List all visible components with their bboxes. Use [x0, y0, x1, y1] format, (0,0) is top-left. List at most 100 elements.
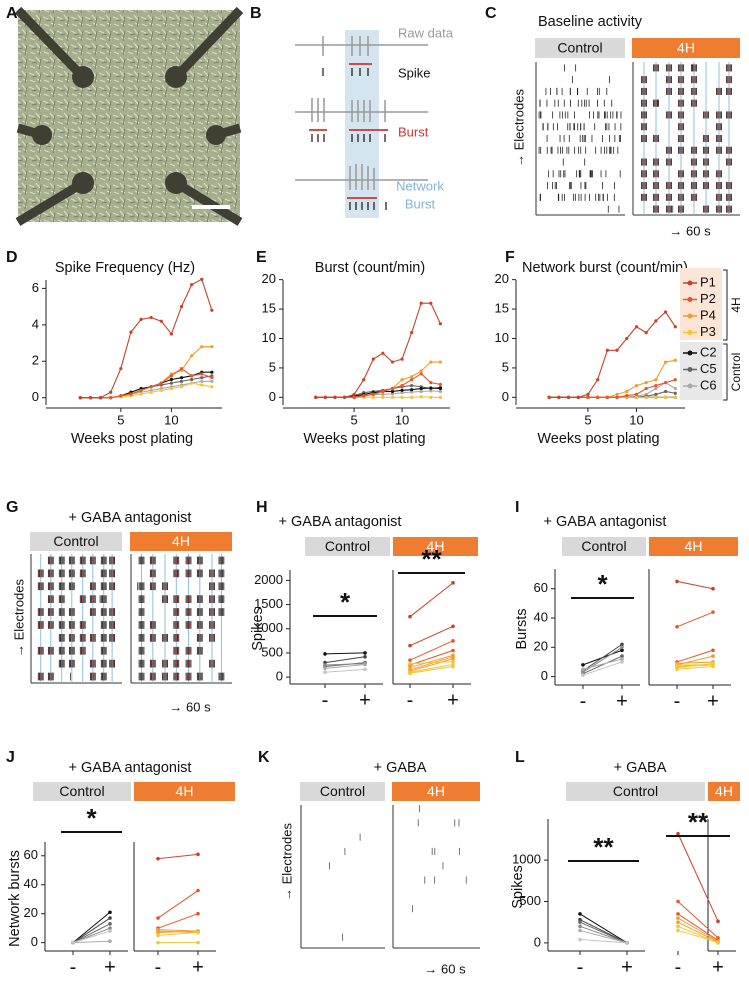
series-point [109, 396, 113, 400]
series-point [625, 389, 629, 394]
pair-line [677, 913, 719, 941]
micrograph [14, 6, 244, 226]
group-header-label: 4H [172, 533, 190, 549]
series-point [362, 393, 366, 398]
pair-line [157, 890, 199, 919]
group-header-label: Control [325, 538, 370, 554]
y-tick-label: 0 [276, 669, 283, 684]
series-point [673, 391, 677, 395]
pair-point [408, 661, 412, 666]
y-tick-label: 2000 [254, 572, 283, 587]
series-point [190, 354, 194, 358]
legend-swatch [687, 383, 693, 389]
y-tick-label: 20 [262, 271, 276, 286]
y-tick-label: 20 [534, 639, 548, 654]
pair-line [409, 665, 454, 674]
series-point [673, 358, 677, 362]
pair-point [716, 936, 720, 940]
series-point [429, 386, 433, 390]
pair-line [409, 582, 454, 618]
group-header [632, 38, 740, 58]
series-point [159, 381, 163, 385]
series-point [190, 381, 194, 385]
legend-group-label: 4H [729, 297, 743, 312]
series-point [576, 395, 580, 399]
y-tick-label: 0 [541, 668, 548, 683]
pair-line [409, 658, 454, 672]
legend-swatch [687, 330, 693, 335]
y-tick-label: 20 [495, 271, 509, 286]
pair-point [363, 651, 367, 655]
series-point [169, 377, 174, 382]
series-point [200, 345, 204, 349]
pair-line [72, 940, 111, 944]
y-tick-label: 20 [24, 905, 38, 920]
series-point [566, 395, 571, 399]
pair-line [676, 611, 714, 628]
panel-label: E [256, 249, 267, 266]
pair-point [581, 673, 585, 677]
series-point [371, 392, 375, 397]
series-point [179, 379, 184, 383]
legend-label: C5 [700, 361, 717, 376]
chart-title: + GABA antagonist [279, 514, 402, 530]
series-point [634, 392, 639, 397]
x-tick-label: + [447, 689, 459, 711]
pair-point [716, 919, 720, 924]
group-header [300, 782, 385, 801]
panel-title: + GABA [374, 760, 427, 776]
pair-point [451, 581, 455, 585]
time-label: → 60 s [669, 223, 711, 238]
series-point [139, 388, 143, 393]
pair-line [72, 911, 111, 944]
pair-point [620, 648, 624, 653]
series-point [149, 385, 153, 389]
pair-point [196, 911, 200, 916]
group-header-label: 4H [176, 783, 194, 799]
series-point [390, 395, 395, 399]
series-point [419, 369, 423, 373]
significance-label: ** [593, 832, 614, 862]
series-point [210, 385, 214, 389]
series-point [381, 389, 385, 394]
pair-line [677, 929, 719, 943]
series-point [139, 392, 143, 396]
series-point [438, 382, 443, 387]
group-header [393, 537, 478, 556]
pair-point [196, 940, 200, 945]
series-point [323, 395, 327, 399]
x-tick-label: 5 [584, 412, 591, 427]
pair-point [363, 654, 367, 659]
y-tick-label: 500 [519, 893, 541, 908]
series-point [634, 383, 639, 388]
panel-label: K [258, 749, 270, 766]
series-point [419, 389, 423, 394]
series-point [663, 360, 668, 364]
legend-group-label: Control [729, 353, 743, 392]
series-point [179, 376, 184, 380]
group-header-label: 4H [715, 783, 733, 799]
legend-bracket [723, 269, 728, 341]
panel-label: G [6, 499, 18, 516]
pair-point [323, 666, 327, 671]
group-header [130, 532, 232, 551]
series-point [419, 301, 423, 305]
pair-point [676, 928, 680, 933]
series-point [605, 395, 609, 399]
pair-point [323, 670, 327, 675]
pair-line [324, 663, 366, 666]
y-tick-label: 2 [32, 353, 39, 368]
y-tick-label: 6 [32, 280, 39, 295]
series-point [362, 378, 366, 382]
series-point [88, 396, 93, 400]
axis-label: → Electrodes [11, 578, 26, 657]
pair-point [716, 940, 720, 945]
y-tick-label: 15 [495, 301, 509, 316]
pair-line [324, 664, 366, 669]
series-point [169, 381, 174, 385]
legend-swatch [687, 367, 693, 372]
pair-point [711, 654, 715, 658]
series-point [605, 348, 609, 352]
x-tick-label: 5 [351, 412, 358, 427]
